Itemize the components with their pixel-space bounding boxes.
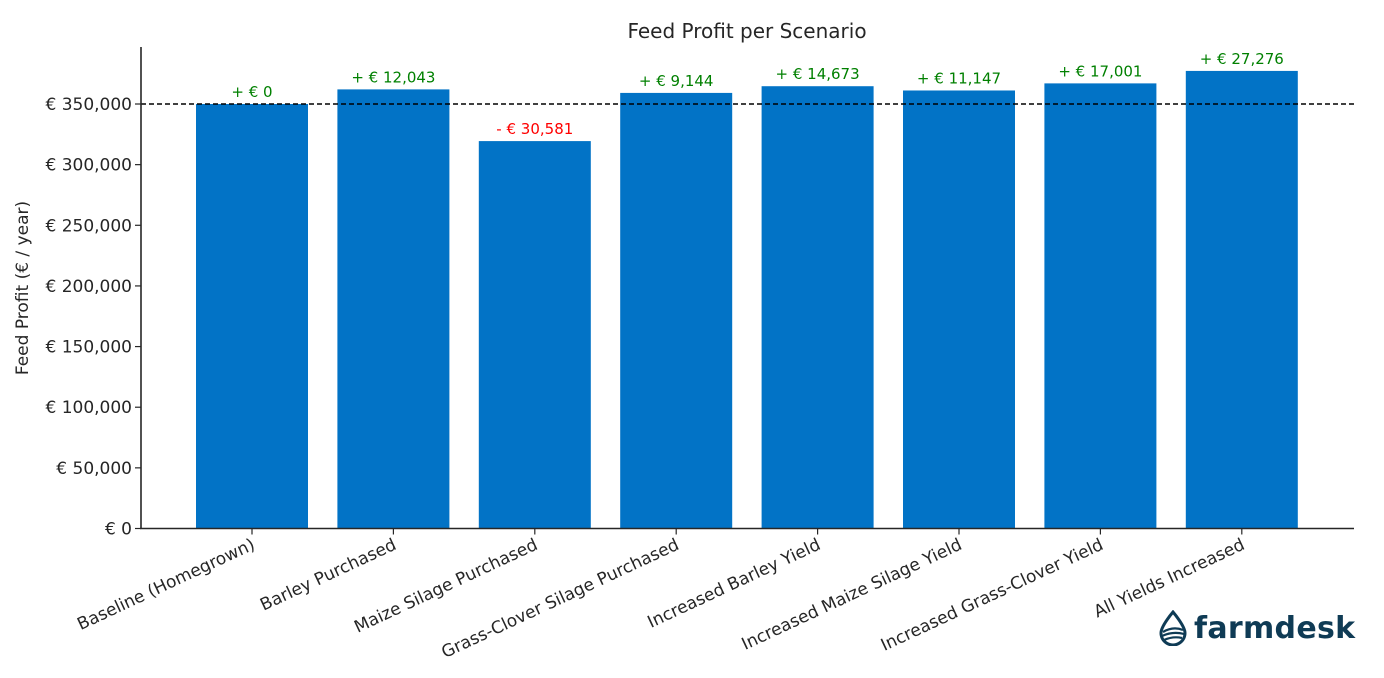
bar (478, 141, 591, 529)
data-label: + € 17,001 (1058, 62, 1142, 80)
x-tick-label: Barley Purchased (257, 535, 399, 616)
data-label: + € 11,147 (917, 69, 1001, 87)
data-label: + € 0 (231, 83, 272, 101)
water-drop-icon (1159, 610, 1187, 646)
x-tick-label: Baseline (Homegrown) (74, 535, 258, 635)
y-tick-label: € 100,000 (45, 398, 132, 418)
x-axis-ticks: Baseline (Homegrown) Barley PurchasedMaiz… (74, 528, 1248, 663)
data-label: + € 27,276 (1200, 50, 1284, 68)
farmdesk-logo: farmdesk (1158, 608, 1355, 648)
y-axis-ticks: € 0 € 50,000 € 100,000 € 150,000 € 200,000 € … (45, 95, 141, 540)
x-tick-label: Increased Maize Silage Yield (739, 535, 965, 655)
data-label: + € 9,144 (639, 72, 714, 90)
logo-text: farmdesk (1194, 610, 1356, 646)
data-label: - € 30,581 (496, 120, 573, 138)
bar (337, 89, 450, 529)
x-tick-label: Increased Grass-Clover Yield (878, 535, 1107, 656)
y-tick-label: € 350,000 (45, 95, 132, 115)
bar (761, 86, 874, 529)
bar (196, 104, 308, 529)
bar (903, 90, 1015, 529)
bar (620, 92, 733, 529)
bars (196, 70, 1298, 529)
y-tick-label: € 200,000 (45, 277, 132, 297)
data-label: + € 14,673 (776, 65, 860, 83)
y-tick-label: € 0 (105, 520, 132, 540)
y-tick-label: € 150,000 (45, 338, 132, 358)
y-tick-label: € 50,000 (56, 459, 132, 479)
chart-title: Feed Profit per Scenario (627, 19, 866, 43)
y-tick-label: € 300,000 (45, 156, 132, 176)
y-axis-label: Feed Profit (€ / year) (13, 201, 33, 375)
data-label: + € 12,043 (351, 68, 435, 86)
y-tick-label: € 250,000 (45, 216, 132, 236)
data-labels: + € 0 + € 12,043 - € 30,581 + € 9,144 + € 14… (231, 50, 1283, 138)
bar (1044, 83, 1157, 529)
bar (1185, 70, 1298, 529)
x-tick-label: Grass-Clover Silage Purchased (439, 535, 683, 663)
